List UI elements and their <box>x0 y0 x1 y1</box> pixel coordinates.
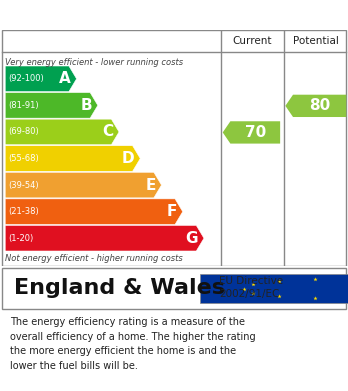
Text: 70: 70 <box>245 125 266 140</box>
Text: (92-100): (92-100) <box>9 74 45 83</box>
Text: Potential: Potential <box>293 36 339 46</box>
Polygon shape <box>5 172 161 198</box>
Text: D: D <box>122 151 134 166</box>
Polygon shape <box>5 119 119 145</box>
Text: 80: 80 <box>309 99 330 113</box>
Polygon shape <box>5 146 140 171</box>
Text: England & Wales: England & Wales <box>14 278 225 298</box>
Text: Very energy efficient - lower running costs: Very energy efficient - lower running co… <box>5 58 183 67</box>
Polygon shape <box>5 199 183 224</box>
Text: F: F <box>167 204 177 219</box>
Text: (39-54): (39-54) <box>9 181 39 190</box>
Polygon shape <box>285 95 346 117</box>
FancyBboxPatch shape <box>200 274 348 303</box>
Text: (55-68): (55-68) <box>9 154 39 163</box>
Text: C: C <box>102 124 113 140</box>
Text: (69-80): (69-80) <box>9 127 39 136</box>
Text: Energy Efficiency Rating: Energy Efficiency Rating <box>10 6 239 24</box>
Text: E: E <box>145 178 156 193</box>
Text: (1-20): (1-20) <box>9 234 34 243</box>
Text: Not energy efficient - higher running costs: Not energy efficient - higher running co… <box>5 254 183 263</box>
Text: A: A <box>59 71 71 86</box>
Text: Current: Current <box>232 36 272 46</box>
Polygon shape <box>5 66 77 91</box>
Polygon shape <box>223 121 280 143</box>
Text: (81-91): (81-91) <box>9 101 39 110</box>
Polygon shape <box>5 93 98 118</box>
Text: The energy efficiency rating is a measure of the
overall efficiency of a home. T: The energy efficiency rating is a measur… <box>10 317 256 371</box>
Text: B: B <box>80 98 92 113</box>
Text: (21-38): (21-38) <box>9 207 39 216</box>
Text: G: G <box>186 231 198 246</box>
Polygon shape <box>5 226 204 251</box>
Text: EU Directive
2002/91/EC: EU Directive 2002/91/EC <box>219 276 283 299</box>
